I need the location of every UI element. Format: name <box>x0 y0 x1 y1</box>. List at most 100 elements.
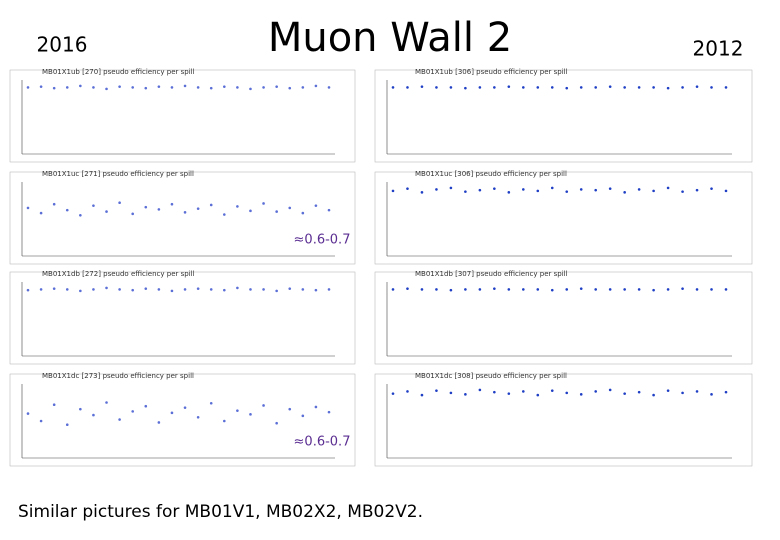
data-point <box>565 86 569 90</box>
data-point <box>52 287 56 290</box>
data-point <box>449 288 453 292</box>
data-point <box>144 404 148 408</box>
data-point <box>39 211 43 215</box>
data-point <box>236 409 239 412</box>
data-point <box>637 86 641 89</box>
data-point <box>464 288 467 291</box>
data-point <box>681 287 684 290</box>
data-point <box>507 85 511 88</box>
data-point <box>608 288 612 291</box>
panel-title: MB01X1ub [270] pseudo efficiency per spi… <box>42 68 195 76</box>
data-point <box>695 288 699 291</box>
data-point <box>681 391 684 395</box>
data-point <box>327 288 331 291</box>
data-point <box>464 190 467 193</box>
data-point <box>391 392 395 395</box>
data-point <box>507 191 511 194</box>
data-point <box>652 288 655 292</box>
right-label: 2012 <box>693 37 744 61</box>
data-point <box>579 188 583 191</box>
data-point <box>666 288 670 291</box>
data-point <box>522 288 525 291</box>
data-point <box>637 188 641 191</box>
data-point <box>565 288 569 291</box>
data-point <box>157 421 161 424</box>
data-point <box>223 85 226 88</box>
data-point <box>288 206 292 210</box>
data-point <box>105 401 108 404</box>
data-point <box>681 86 684 89</box>
annotation: ≈0.6-0.7 <box>294 435 351 450</box>
data-point <box>209 401 213 405</box>
data-point <box>65 423 69 427</box>
data-point <box>710 288 713 291</box>
data-point <box>157 208 161 211</box>
data-point <box>594 188 597 192</box>
data-point <box>65 86 69 89</box>
data-point <box>449 186 453 190</box>
data-point <box>652 393 655 397</box>
data-point <box>262 86 265 89</box>
data-point <box>623 392 626 395</box>
data-point <box>695 85 699 88</box>
data-point <box>209 288 213 291</box>
data-point <box>507 392 511 395</box>
data-point <box>52 403 56 407</box>
data-point <box>52 86 56 90</box>
data-point <box>314 204 318 207</box>
data-point <box>623 86 626 89</box>
data-point <box>170 289 174 293</box>
data-point <box>301 414 305 418</box>
data-point <box>565 391 569 395</box>
data-point <box>695 390 699 393</box>
panel-title: MB01X1db [307] pseudo efficiency per spi… <box>415 270 568 278</box>
data-point <box>449 86 453 89</box>
data-point <box>183 211 187 214</box>
panel-title: MB01X1uc [306] pseudo efficiency per spi… <box>415 170 567 178</box>
data-point <box>550 86 554 89</box>
data-point <box>406 187 409 190</box>
panel-title: MB01X1ub [306] pseudo efficiency per spi… <box>415 68 568 76</box>
panel-frame <box>374 271 753 365</box>
data-point <box>522 188 525 191</box>
panel-frame <box>9 69 356 163</box>
data-point <box>209 203 213 207</box>
data-point <box>464 86 467 90</box>
data-point <box>493 390 496 394</box>
data-point <box>223 419 226 423</box>
data-point <box>435 188 438 191</box>
data-point <box>594 288 597 291</box>
data-point <box>435 86 438 89</box>
footer: Similar pictures for MB01V1, MB02X2, MB0… <box>18 502 423 522</box>
panel-frame <box>9 171 356 265</box>
data-point <box>39 288 43 291</box>
data-point <box>79 214 82 217</box>
data-point <box>536 393 540 397</box>
data-point <box>118 201 121 205</box>
data-point <box>39 85 43 88</box>
data-point <box>666 186 670 190</box>
data-point <box>493 287 496 290</box>
data-point <box>196 416 200 419</box>
data-point <box>314 405 318 409</box>
data-point <box>565 190 569 193</box>
data-point <box>223 288 226 292</box>
data-point <box>26 288 30 292</box>
data-point <box>275 85 278 88</box>
data-point <box>391 189 395 193</box>
data-point <box>92 288 95 291</box>
data-point <box>79 407 82 411</box>
data-point <box>435 389 438 392</box>
data-point <box>157 288 161 291</box>
data-point <box>420 191 424 194</box>
panel-title: MB01X1dc [308] pseudo efficiency per spi… <box>415 372 567 380</box>
data-point <box>724 288 728 291</box>
data-point <box>522 86 525 89</box>
data-point <box>579 287 583 290</box>
data-point <box>681 190 684 193</box>
data-point <box>710 187 713 190</box>
data-point <box>594 390 597 393</box>
panel-frame <box>9 373 356 467</box>
data-point <box>236 286 239 290</box>
data-point <box>79 289 82 293</box>
